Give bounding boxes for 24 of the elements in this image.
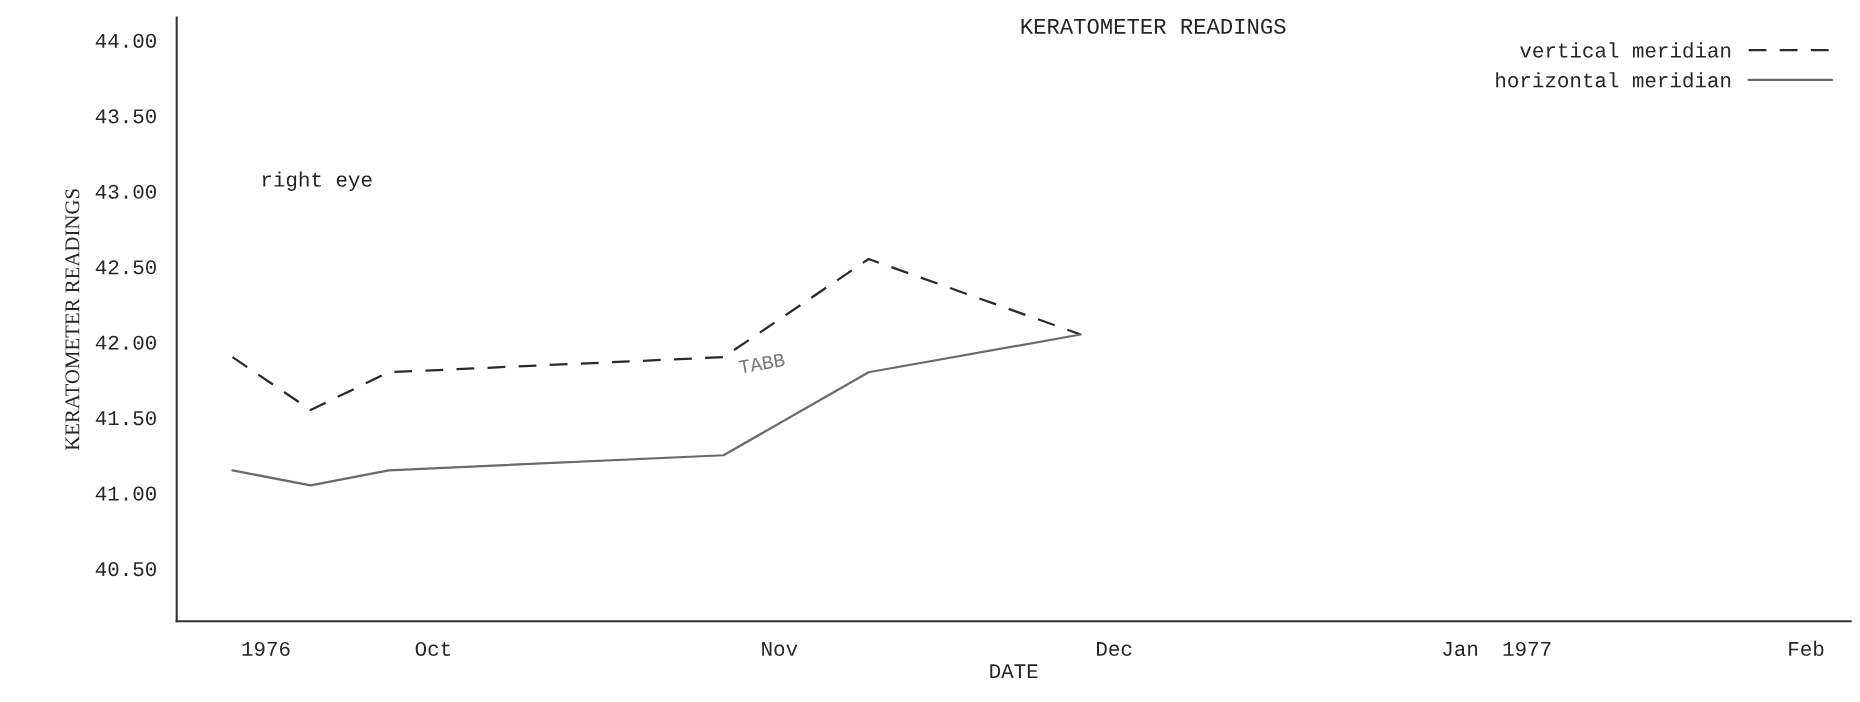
legend-label: vertical meridian xyxy=(1520,42,1731,58)
y-tick-label: 41.00 xyxy=(95,486,156,501)
line-series xyxy=(231,333,1082,487)
x-tick-label: Oct xyxy=(415,641,450,657)
x-tick-label: Feb xyxy=(1789,640,1824,657)
x-tick-label: 1976 xyxy=(242,641,290,657)
x-tick-label: Nov xyxy=(762,642,798,657)
x-tick-label: 1977 xyxy=(1503,641,1551,657)
annotation: right eye xyxy=(262,171,372,191)
y-tick-label: 43.00 xyxy=(95,184,156,199)
x-tick-label: Jan xyxy=(1443,642,1478,657)
annotation: TABB xyxy=(738,353,786,374)
x-axis-title: DATE xyxy=(990,664,1038,679)
y-tick-label: 43.50 xyxy=(95,109,156,124)
y-axis-title: KERATOMETER READINGS xyxy=(65,189,80,451)
y-tick-label: 41.50 xyxy=(95,411,156,426)
y-tick-label: 42.00 xyxy=(95,335,156,350)
y-tick-label: 40.50 xyxy=(95,562,156,577)
chart-title: KERATOMETER READINGS xyxy=(1021,18,1286,34)
x-tick-label: Dec xyxy=(1097,642,1132,657)
y-tick-label: 42.50 xyxy=(95,260,156,275)
legend-label: horizontal meridian xyxy=(1496,72,1731,88)
line-series xyxy=(231,257,1082,412)
y-tick-label: 44.00 xyxy=(95,33,156,48)
